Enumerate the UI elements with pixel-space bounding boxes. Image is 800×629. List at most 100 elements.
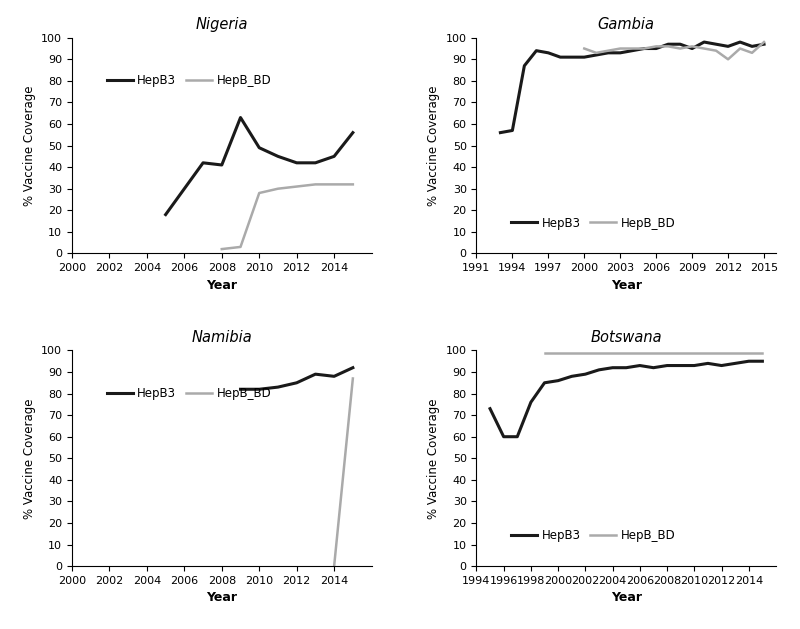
HepB3	[759, 40, 769, 48]
HepB3	[330, 153, 339, 160]
Line: HepB3: HepB3	[490, 361, 762, 437]
HepB3	[179, 185, 189, 192]
HepB3	[236, 114, 246, 121]
HepB3	[161, 211, 170, 218]
HepB_BD	[627, 45, 637, 52]
Title: Gambia: Gambia	[598, 18, 654, 33]
HepB3	[526, 398, 536, 406]
X-axis label: Year: Year	[610, 279, 642, 292]
HepB3	[273, 153, 282, 160]
HepB3	[254, 144, 264, 152]
HepB3	[699, 38, 709, 46]
HepB_BD	[348, 181, 358, 188]
Legend: HepB3, HepB_BD: HepB3, HepB_BD	[506, 212, 680, 234]
HepB_BD	[662, 349, 672, 357]
HepB3	[217, 161, 226, 169]
HepB_BD	[747, 49, 757, 57]
HepB_BD	[759, 38, 769, 46]
HepB3	[594, 366, 604, 374]
HepB3	[499, 433, 509, 440]
HepB_BD	[594, 349, 604, 357]
HepB3	[717, 362, 726, 369]
HepB_BD	[622, 349, 631, 357]
Legend: HepB3, HepB_BD: HepB3, HepB_BD	[102, 382, 276, 404]
Legend: HepB3, HepB_BD: HepB3, HepB_BD	[102, 70, 276, 92]
HepB_BD	[603, 47, 613, 55]
HepB_BD	[690, 349, 699, 357]
HepB3	[676, 362, 686, 369]
HepB3	[735, 38, 745, 46]
HepB3	[615, 49, 625, 57]
HepB_BD	[330, 181, 339, 188]
HepB3	[543, 49, 553, 57]
HepB_BD	[635, 349, 645, 357]
HepB_BD	[723, 55, 733, 63]
HepB3	[690, 362, 699, 369]
HepB_BD	[730, 349, 740, 357]
HepB_BD	[615, 45, 625, 52]
HepB_BD	[687, 43, 697, 50]
Line: HepB3: HepB3	[166, 118, 353, 214]
HepB_BD	[744, 349, 754, 357]
HepB3	[744, 357, 754, 365]
HepB3	[310, 370, 320, 378]
HepB3	[310, 159, 320, 167]
HepB3	[273, 383, 282, 391]
HepB_BD	[591, 49, 601, 57]
HepB_BD	[567, 349, 577, 357]
HepB3	[519, 62, 529, 70]
HepB_BD	[703, 349, 713, 357]
Line: HepB3: HepB3	[241, 368, 353, 389]
HepB3	[662, 362, 672, 369]
HepB3	[567, 372, 577, 380]
HepB3	[639, 45, 649, 52]
HepB3	[579, 53, 589, 61]
HepB3	[554, 377, 563, 384]
HepB3	[635, 362, 645, 369]
HepB_BD	[217, 245, 226, 253]
Y-axis label: % Vaccine Coverage: % Vaccine Coverage	[22, 86, 36, 206]
HepB3	[507, 126, 517, 134]
HepB3	[486, 405, 495, 413]
HepB3	[581, 370, 590, 378]
HepB_BD	[579, 45, 589, 52]
HepB_BD	[273, 185, 282, 192]
HepB_BD	[236, 243, 246, 251]
HepB3	[663, 40, 673, 48]
HepB3	[608, 364, 618, 372]
HepB3	[627, 47, 637, 55]
HepB_BD	[540, 349, 550, 357]
HepB_BD	[711, 47, 721, 55]
Legend: HepB3, HepB_BD: HepB3, HepB_BD	[506, 525, 680, 547]
HepB_BD	[676, 349, 686, 357]
HepB_BD	[675, 45, 685, 52]
HepB3	[703, 360, 713, 367]
HepB_BD	[639, 45, 649, 52]
HepB_BD	[663, 43, 673, 50]
Title: Botswana: Botswana	[590, 330, 662, 345]
Title: Nigeria: Nigeria	[195, 18, 248, 33]
HepB3	[649, 364, 658, 372]
HepB3	[603, 49, 613, 57]
HepB3	[567, 53, 577, 61]
HepB3	[730, 360, 740, 367]
HepB3	[254, 386, 264, 393]
HepB3	[348, 129, 358, 136]
HepB_BD	[292, 183, 302, 191]
HepB3	[198, 159, 208, 167]
HepB3	[622, 364, 631, 372]
Line: HepB_BD: HepB_BD	[222, 184, 353, 249]
HepB_BD	[735, 45, 745, 52]
Line: HepB3: HepB3	[500, 42, 764, 133]
Title: Namibia: Namibia	[191, 330, 252, 345]
HepB3	[292, 379, 302, 387]
HepB_BD	[717, 349, 726, 357]
Y-axis label: % Vaccine Coverage: % Vaccine Coverage	[427, 398, 440, 518]
HepB3	[540, 379, 550, 387]
HepB_BD	[649, 349, 658, 357]
HepB_BD	[254, 189, 264, 197]
HepB3	[236, 386, 246, 393]
HepB3	[687, 45, 697, 52]
Line: HepB_BD: HepB_BD	[584, 42, 764, 59]
HepB_BD	[554, 349, 563, 357]
